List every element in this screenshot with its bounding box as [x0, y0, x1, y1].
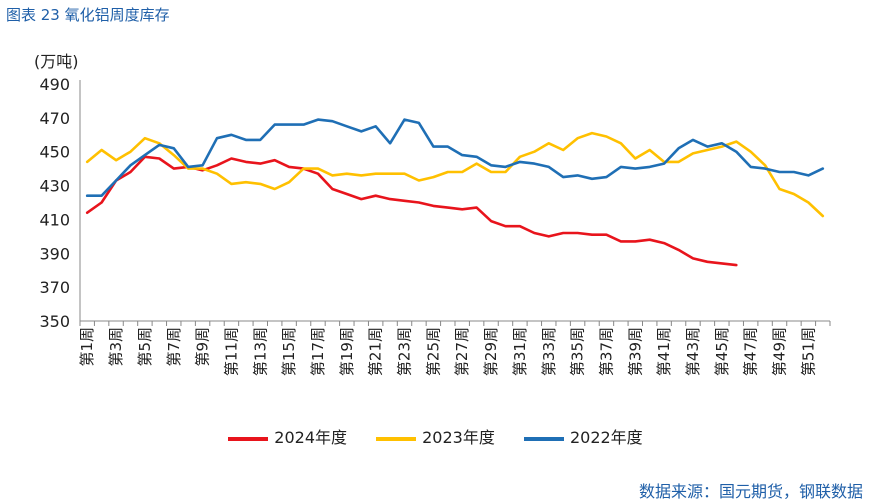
axes: [79, 80, 831, 326]
x-tick-label: 第25周: [424, 327, 442, 376]
x-tick-label: 第17周: [309, 327, 327, 376]
legend-item-2024: 2024年度: [228, 424, 347, 448]
x-tick-label: 第43周: [684, 327, 702, 376]
y-tick-labels: 350 370 390 410 430 450 470 490: [39, 75, 70, 331]
y-tick-label: 390: [39, 244, 70, 263]
y-tick-label: 430: [39, 177, 70, 196]
x-tick-label: 第13周: [251, 327, 269, 376]
x-tick-label: 第23周: [396, 327, 414, 376]
y-tick-label: 370: [39, 278, 70, 297]
chart-title: 图表 23 氧化铝周度库存: [6, 6, 170, 24]
x-tick-label: 第33周: [540, 327, 558, 376]
y-tick-label: 410: [39, 210, 70, 229]
series-line-2024年度: [85, 155, 738, 267]
legend-swatch-2022: [523, 436, 564, 441]
y-axis-unit-label: (万吨): [34, 52, 79, 71]
data-source: 数据来源：国元期货，钢联数据: [638, 482, 863, 501]
x-tick-label: 第15周: [280, 327, 298, 376]
x-tick-label: 第51周: [799, 327, 817, 376]
x-tick-label: 第31周: [511, 327, 529, 376]
y-tick-label: 350: [39, 312, 70, 331]
x-tick-label: 第11周: [222, 327, 240, 376]
x-tick-labels: 第1周 第3周 第5周 第7周 第9周 第11周 第13周 第15周 第17周 第19周 第21周第…: [78, 327, 817, 376]
series-line-2022年度: [85, 118, 825, 197]
x-tick-label: 第9周: [194, 327, 212, 367]
x-tick-label: 第29周: [482, 327, 500, 376]
legend-item-2023: 2023年度: [376, 424, 495, 448]
legend-swatch-2023: [376, 436, 417, 441]
legend-swatch-2024: [228, 436, 269, 441]
legend-label-2023: 2023年度: [422, 428, 495, 447]
x-tick-label: 第39周: [626, 327, 644, 376]
x-tick-label: 第1周: [78, 327, 96, 367]
legend: 2024年度 2023年度 2022年度: [0, 424, 871, 448]
x-tick-label: 第45周: [713, 327, 731, 376]
x-tick-label: 第21周: [367, 327, 385, 376]
y-tick-label: 490: [39, 75, 70, 94]
y-tick-label: 470: [39, 109, 70, 128]
x-tick-label: 第27周: [453, 327, 471, 376]
series-line-2023年度: [85, 131, 825, 218]
legend-label-2022: 2022年度: [569, 428, 643, 447]
y-tick-label: 450: [39, 143, 70, 162]
x-tick-label: 第5周: [136, 327, 154, 367]
x-tick-label: 第37周: [597, 327, 615, 376]
x-tick-label: 第3周: [107, 327, 125, 367]
x-tick-label: 第49周: [771, 327, 789, 376]
x-tick-label: 第47周: [742, 327, 760, 376]
x-tick-label: 第7周: [165, 327, 183, 367]
x-tick-label: 第19周: [338, 327, 356, 376]
series-lines: [85, 118, 825, 267]
x-tick-label: 第41周: [655, 327, 673, 376]
legend-item-2022: 2022年度: [523, 424, 643, 448]
x-tick-label: 第35周: [569, 327, 587, 376]
legend-label-2024: 2024年度: [274, 428, 348, 447]
